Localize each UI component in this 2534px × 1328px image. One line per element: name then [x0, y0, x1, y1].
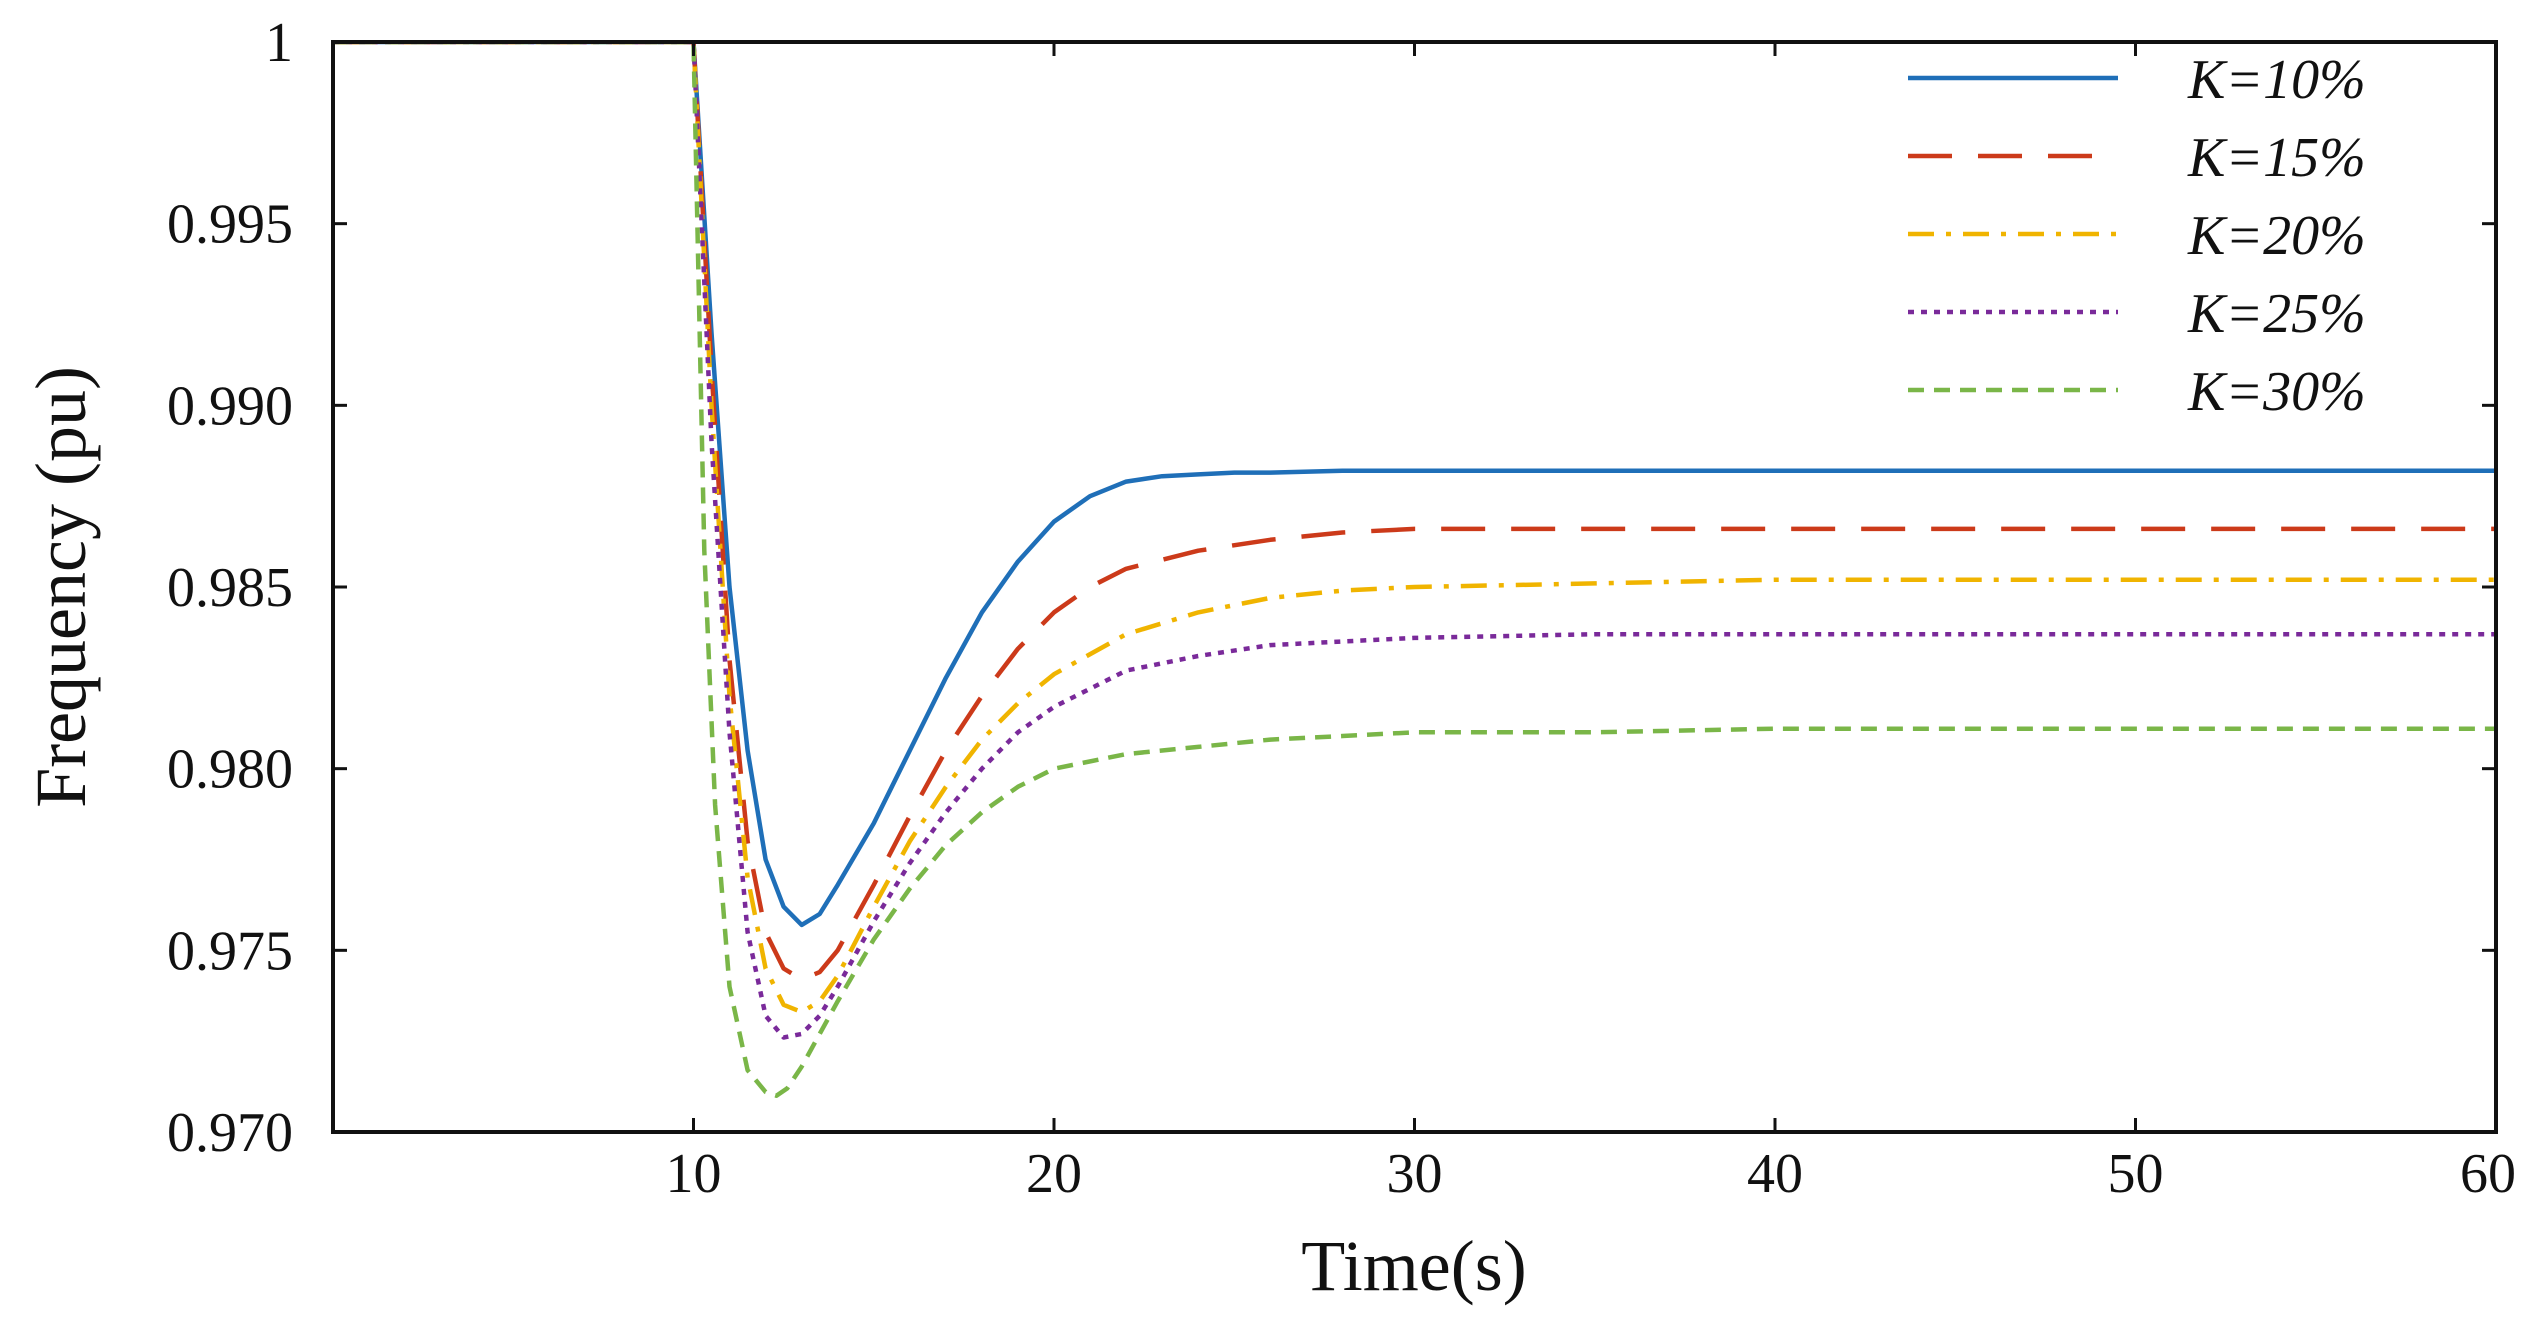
x-tick-label: 30: [1387, 1143, 1443, 1205]
legend-label-1: K=10%: [2187, 49, 2366, 111]
x-tick-label: 60: [2460, 1143, 2516, 1205]
y-tick-label: 0.975: [167, 920, 293, 982]
y-tick-label: 0.970: [167, 1102, 293, 1164]
x-tick-label: 20: [1026, 1143, 1082, 1205]
series-line-3: [333, 42, 2496, 1015]
series-line-5: [333, 42, 2496, 1098]
legend-label-4: K=25%: [2187, 283, 2366, 345]
legend-label-2: K=15%: [2187, 127, 2366, 189]
x-tick-label: 50: [2108, 1143, 2164, 1205]
series-line-2: [333, 42, 2496, 982]
legend-label-3: K=20%: [2187, 205, 2366, 267]
series-line-1: [333, 42, 2496, 928]
x-tick-label: 10: [666, 1143, 722, 1205]
y-axis-title: Frequency (pu): [21, 366, 101, 808]
ticks-layer: 10 20 30 40 50 60 1 0.995 0.990 0.985 0.980 0.975 0.…: [167, 12, 2516, 1205]
legend-label-5: K=30%: [2187, 361, 2366, 423]
y-tick-label: 0.990: [167, 375, 293, 437]
series-line-4: [333, 42, 2496, 1040]
y-tick-label: 0.985: [167, 557, 293, 619]
y-tick-label: 0.980: [167, 739, 293, 801]
series-layer: [333, 42, 2496, 1098]
y-tick-label: 0.995: [167, 194, 293, 256]
legend: K=10% K=15% K=20% K=25% K=30%: [1908, 49, 2366, 423]
y-tick-label: 1: [265, 12, 293, 74]
x-tick-label: 40: [1747, 1143, 1803, 1205]
x-axis-title: Time(s): [1301, 1226, 1526, 1306]
